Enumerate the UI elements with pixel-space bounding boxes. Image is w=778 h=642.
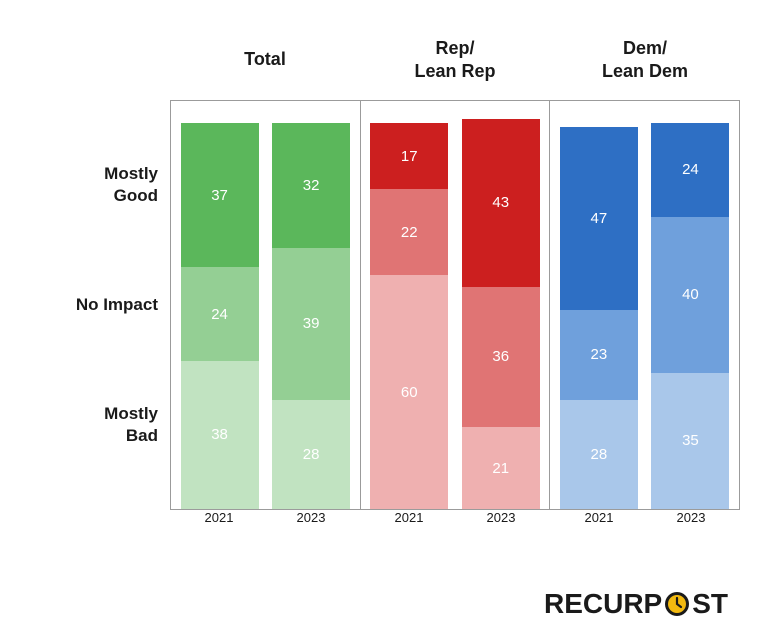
recurpost-logo: RECURP ST — [544, 588, 728, 620]
xlabel-group: 2021 2023 — [550, 510, 740, 540]
stacked-bar: 323928 — [272, 123, 350, 509]
stacked-bar: 172260 — [370, 123, 448, 509]
chart-panel: 472328244035 — [549, 100, 740, 510]
panel-header: Dem/ Lean Dem — [550, 20, 740, 100]
logo-text-before: RECURP — [544, 588, 662, 620]
segment-neutral: 22 — [370, 189, 448, 275]
x-label: 2021 — [370, 510, 448, 540]
logo-text-after: ST — [692, 588, 728, 620]
chart-container: Total Rep/ Lean Rep Dem/ Lean Dem Mostly… — [40, 20, 740, 550]
bars-area: 172260433621 — [361, 101, 550, 509]
y-label: Mostly Good — [104, 163, 158, 207]
xlabel-group: 2021 2023 — [360, 510, 550, 540]
segment-bad: 35 — [651, 373, 729, 510]
panel-headers-row: Total Rep/ Lean Rep Dem/ Lean Dem — [40, 20, 740, 100]
chart-body: Mostly Good No Impact Mostly Bad 3724383… — [40, 100, 740, 510]
stacked-bar: 433621 — [462, 119, 540, 509]
segment-neutral: 39 — [272, 248, 350, 400]
segment-bad: 38 — [181, 361, 259, 509]
stacked-bar: 472328 — [560, 127, 638, 509]
x-label: 2023 — [652, 510, 730, 540]
segment-good: 24 — [651, 123, 729, 217]
segment-neutral: 40 — [651, 217, 729, 373]
segment-bad: 21 — [462, 427, 540, 509]
y-axis-labels: Mostly Good No Impact Mostly Bad — [40, 100, 170, 510]
stacked-bar: 372438 — [181, 123, 259, 509]
x-label: 2023 — [272, 510, 350, 540]
xlabel-group: 2021 2023 — [170, 510, 360, 540]
chart-panel: 372438323928 — [170, 100, 361, 510]
segment-neutral: 24 — [181, 267, 259, 361]
panel-header: Rep/ Lean Rep — [360, 20, 550, 100]
x-labels-row: 2021 2023 2021 2023 2021 2023 — [40, 510, 740, 540]
segment-neutral: 36 — [462, 287, 540, 427]
chart-panel: 172260433621 — [360, 100, 551, 510]
segment-good: 37 — [181, 123, 259, 267]
y-label: Mostly Bad — [104, 403, 158, 447]
y-label: No Impact — [76, 294, 158, 316]
x-label: 2021 — [180, 510, 258, 540]
bars-area: 472328244035 — [550, 101, 739, 509]
segment-neutral: 23 — [560, 310, 638, 400]
header-spacer — [40, 20, 170, 100]
segment-good: 43 — [462, 119, 540, 287]
panel-header: Total — [170, 20, 360, 100]
bars-area: 372438323928 — [171, 101, 360, 509]
xlabels-mount: 2021 2023 2021 2023 2021 2023 — [170, 510, 740, 540]
segment-good: 32 — [272, 123, 350, 248]
segment-bad: 28 — [272, 400, 350, 509]
stacked-bar: 244035 — [651, 123, 729, 509]
x-label: 2021 — [560, 510, 638, 540]
segment-bad: 28 — [560, 400, 638, 509]
x-label: 2023 — [462, 510, 540, 540]
segment-good: 17 — [370, 123, 448, 189]
xlabel-spacer — [40, 510, 170, 540]
clock-icon — [664, 591, 690, 617]
segment-good: 47 — [560, 127, 638, 310]
panels-mount: 372438323928172260433621472328244035 — [170, 100, 740, 510]
segment-bad: 60 — [370, 275, 448, 509]
